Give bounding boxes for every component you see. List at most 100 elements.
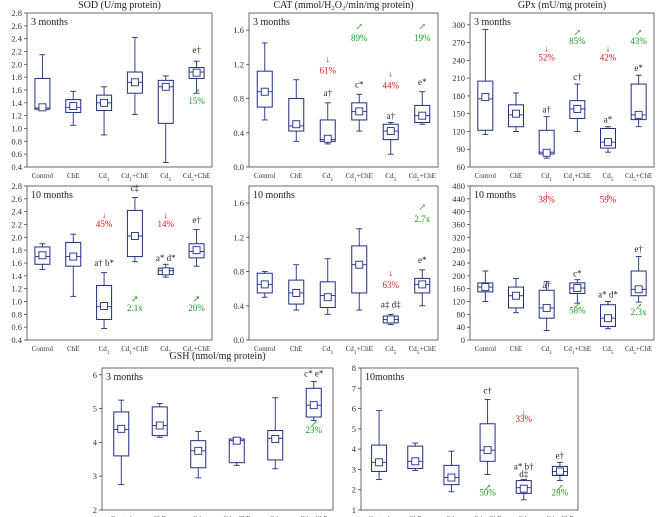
box-6 [630, 74, 647, 128]
annotation: ↓ [544, 189, 549, 199]
mean-marker [117, 424, 126, 433]
category-label: Cd5 [603, 172, 614, 183]
box-4 [569, 83, 586, 132]
panel-label: 3 months [106, 372, 143, 383]
mean-marker [418, 111, 427, 120]
box-2 [288, 79, 305, 142]
annotation: 14% [158, 219, 175, 229]
category-label: Control [111, 515, 132, 517]
annotation: c† [483, 385, 492, 395]
iqr-box [479, 423, 496, 462]
category-label: ChE [154, 515, 166, 517]
annotation: 23% [306, 425, 323, 435]
mean-marker [194, 446, 203, 455]
y-tick-label: 3 [352, 464, 356, 474]
box-1 [34, 54, 51, 112]
mean-marker [323, 134, 332, 143]
annotation: 33% [516, 414, 533, 424]
iqr-box [157, 79, 174, 124]
y-tick-label: 4 [352, 444, 357, 454]
iqr-box [267, 430, 284, 461]
annotation: ↓ [389, 268, 394, 278]
annotation: ↓ [102, 210, 107, 220]
y-tick-label: 2.8 [11, 181, 22, 191]
annotation: e† [556, 450, 565, 460]
category-label: Control [368, 515, 389, 517]
chart-panel-2: CAT (mmol/H₂O₂/min/mg protein) 3 months 0.… [233, 0, 439, 183]
annotation: 85% [569, 36, 586, 46]
box-3 [538, 116, 555, 159]
category-label: Cd5 [270, 515, 281, 517]
annotation: ↗ [635, 302, 643, 312]
annotation: a‡ d‡ [381, 299, 401, 309]
annotation: ↗ [574, 300, 582, 310]
mean-marker [555, 467, 564, 476]
annotation: ↓ [606, 44, 611, 54]
y-tick-label: 150 [452, 109, 465, 119]
y-tick-label: 2.2 [11, 47, 22, 57]
box-5 [157, 263, 174, 278]
mean-marker [292, 288, 301, 297]
y-tick-label: 3 [93, 471, 97, 481]
box-1 [477, 29, 494, 135]
y-tick-label: 1.2 [233, 232, 244, 242]
mean-marker [542, 148, 551, 157]
mean-marker [483, 446, 492, 455]
box-3 [538, 281, 555, 331]
category-label: Cd5+ChE [300, 515, 327, 517]
annotation: d‡ [519, 469, 529, 479]
annotation: 2.3x [631, 307, 647, 317]
annotation: a† [324, 88, 333, 98]
annotation: e* [634, 63, 643, 73]
y-tick-label: 480 [452, 181, 465, 191]
annotation: 20% [188, 303, 205, 313]
y-tick-label: 1.2 [11, 111, 22, 121]
chart-title: SOD (U/mg protein) [78, 0, 161, 11]
panel-label: 3 months [474, 17, 511, 28]
panel-label: 3 months [253, 17, 290, 28]
y-tick-label: 5 [93, 404, 97, 414]
mean-marker [447, 473, 456, 482]
y-tick-label: 5 [352, 424, 356, 434]
annotation: ↗ [310, 419, 318, 429]
box-1 [477, 270, 494, 302]
mean-marker [355, 107, 364, 116]
annotation: ↓ [326, 54, 331, 64]
annotation: 43% [630, 36, 647, 46]
annotation: 19% [414, 33, 431, 43]
mean-marker [69, 252, 78, 261]
y-tick-label: 160 [452, 284, 465, 294]
box-1 [371, 410, 388, 481]
y-tick-label: 120 [452, 297, 465, 307]
box-1 [256, 42, 273, 121]
mean-marker [130, 232, 139, 241]
annotation: e* [418, 255, 427, 265]
chart-title: GPx (mU/mg protein) [518, 0, 606, 11]
annotation: 50% [479, 487, 496, 497]
annotation: 42% [600, 52, 617, 62]
box-5 [157, 75, 174, 163]
annotation: 2.7x [414, 214, 430, 224]
mean-marker [386, 127, 395, 136]
y-tick-label: 0.6 [11, 149, 22, 159]
y-tick-label: 2 [352, 485, 356, 495]
y-tick-label: 2.4 [11, 207, 22, 217]
annotation: 45% [96, 219, 113, 229]
annotation: ↗ [635, 28, 643, 38]
category-label: Cd5+ChE [625, 172, 652, 183]
annotation: ↗ [193, 87, 201, 97]
category-label: Cd1 [541, 345, 552, 356]
mean-marker [161, 82, 170, 91]
box-4 [569, 279, 586, 304]
annotation: e† [192, 45, 201, 55]
iqr-box [151, 406, 168, 437]
box-4 [479, 398, 496, 475]
iqr-box [371, 444, 388, 472]
box-3 [96, 272, 113, 329]
plot-frame [26, 12, 213, 168]
y-tick-label: 4 [93, 437, 98, 447]
iqr-box [351, 245, 368, 294]
y-tick-label: 0.4 [11, 335, 22, 345]
chart-panel-6: 10 months 0 40 80 120 160 200 240 280 320 360 400 44… [452, 181, 655, 356]
